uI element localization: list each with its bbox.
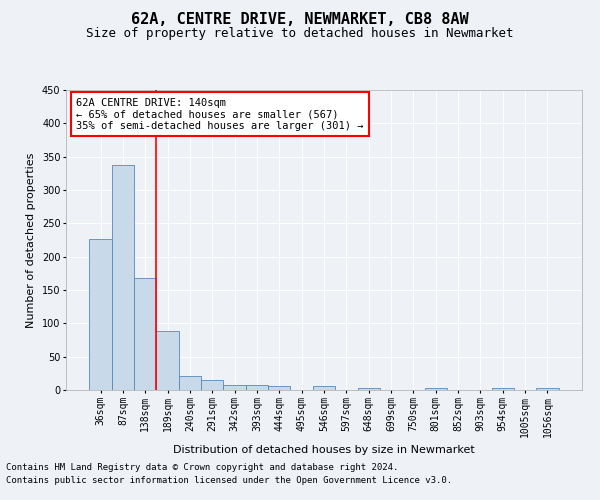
Bar bbox=[179, 376, 201, 390]
Bar bbox=[536, 388, 559, 390]
Y-axis label: Number of detached properties: Number of detached properties bbox=[26, 152, 36, 328]
Text: Contains HM Land Registry data © Crown copyright and database right 2024.: Contains HM Land Registry data © Crown c… bbox=[6, 464, 398, 472]
Bar bbox=[134, 278, 157, 390]
Bar bbox=[201, 380, 223, 390]
Bar bbox=[112, 166, 134, 390]
Bar bbox=[425, 388, 447, 390]
Bar bbox=[246, 386, 268, 390]
X-axis label: Distribution of detached houses by size in Newmarket: Distribution of detached houses by size … bbox=[173, 445, 475, 455]
Bar bbox=[157, 330, 179, 390]
Bar bbox=[89, 240, 112, 390]
Bar bbox=[313, 386, 335, 390]
Text: 62A, CENTRE DRIVE, NEWMARKET, CB8 8AW: 62A, CENTRE DRIVE, NEWMARKET, CB8 8AW bbox=[131, 12, 469, 28]
Bar bbox=[268, 386, 290, 390]
Bar bbox=[491, 388, 514, 390]
Bar bbox=[223, 386, 246, 390]
Text: Contains public sector information licensed under the Open Government Licence v3: Contains public sector information licen… bbox=[6, 476, 452, 485]
Text: 62A CENTRE DRIVE: 140sqm
← 65% of detached houses are smaller (567)
35% of semi-: 62A CENTRE DRIVE: 140sqm ← 65% of detach… bbox=[76, 98, 364, 130]
Bar bbox=[358, 388, 380, 390]
Text: Size of property relative to detached houses in Newmarket: Size of property relative to detached ho… bbox=[86, 28, 514, 40]
